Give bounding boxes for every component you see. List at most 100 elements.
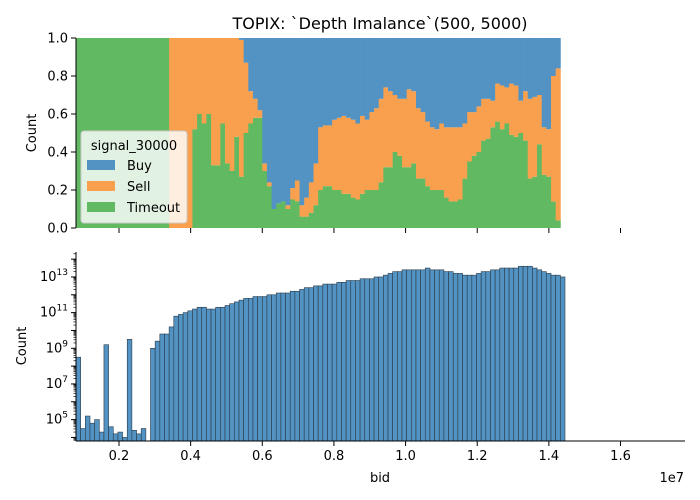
- top-bar-buy: [280, 38, 286, 202]
- bottom-bar: [150, 347, 156, 442]
- top-bar-sell: [360, 115, 366, 194]
- top-bar-sell: [481, 98, 487, 141]
- top-bar-sell: [206, 38, 212, 114]
- legend-label-sell: Sell: [127, 180, 150, 195]
- top-bar-sell: [285, 205, 291, 209]
- top-y-tick-label: 0.2: [47, 184, 68, 199]
- top-bar-timeout: [401, 167, 408, 228]
- top-bar-buy: [383, 38, 389, 88]
- top-bar-buy: [360, 38, 366, 116]
- bottom-bar: [294, 290, 300, 442]
- top-bar-buy: [443, 38, 449, 128]
- top-bar-sell: [341, 115, 347, 194]
- top-bar-buy: [532, 38, 538, 97]
- bottom-bar: [317, 285, 324, 442]
- top-bar-buy: [439, 38, 445, 124]
- bottom-bar: [168, 326, 175, 442]
- bottom-bar: [275, 292, 282, 442]
- top-bar-timeout: [495, 121, 501, 228]
- top-bar-timeout: [355, 199, 361, 228]
- bottom-bar: [457, 273, 463, 442]
- top-bar-timeout: [481, 140, 487, 228]
- bottom-bar: [201, 306, 207, 442]
- top-bar-timeout: [322, 186, 328, 228]
- bottom-bar: [112, 433, 119, 442]
- top-bar-buy: [476, 38, 482, 107]
- top-bar-timeout: [490, 127, 496, 228]
- top-bar-timeout: [243, 133, 249, 228]
- top-bar-buy: [252, 38, 259, 99]
- top-bar-timeout: [537, 144, 543, 228]
- top-bar-buy: [541, 38, 547, 128]
- top-bar-sell: [318, 127, 324, 190]
- top-bar-sell: [322, 125, 328, 187]
- x-offset-label: 1e7: [659, 471, 684, 486]
- top-bar-timeout: [350, 197, 356, 228]
- top-bar-timeout: [434, 190, 440, 228]
- top-bar-timeout: [308, 212, 314, 228]
- top-bar-timeout: [294, 201, 300, 228]
- top-bar-buy: [537, 38, 543, 95]
- bottom-bar: [434, 269, 440, 442]
- bottom-bar: [350, 280, 356, 442]
- top-bar-sell: [411, 91, 417, 164]
- bottom-y-tick-label: 1013: [40, 268, 68, 285]
- top-bar-timeout: [555, 220, 561, 228]
- top-bar-buy: [355, 38, 361, 124]
- bottom-bar: [411, 269, 417, 442]
- bottom-bar: [299, 289, 305, 442]
- top-bar-buy: [509, 38, 515, 84]
- top-bar-buy: [308, 38, 314, 183]
- top-bar-sell: [374, 108, 380, 190]
- bottom-bar: [234, 301, 240, 442]
- top-bar-sell: [523, 91, 529, 141]
- top-bar-timeout: [327, 186, 333, 228]
- bottom-x-axis-label: bid: [370, 471, 390, 486]
- bottom-bar: [289, 290, 296, 442]
- bottom-bar: [466, 274, 473, 442]
- bottom-bar: [327, 283, 333, 442]
- top-bar-buy: [262, 38, 268, 164]
- bottom-bar: [261, 296, 268, 442]
- top-bar-timeout: [280, 201, 286, 228]
- top-bar-timeout: [346, 193, 352, 228]
- top-bar-sell: [229, 38, 235, 171]
- top-bar-timeout: [378, 182, 384, 228]
- top-bar-buy: [397, 38, 403, 99]
- top-bar-timeout: [504, 123, 510, 228]
- top-bar-sell: [504, 87, 510, 124]
- top-bar-timeout: [276, 203, 282, 228]
- bottom-bar: [560, 276, 566, 442]
- bottom-bar: [345, 280, 352, 442]
- bottom-x-tick-label: 1.6: [610, 449, 631, 464]
- bottom-bar: [280, 292, 286, 442]
- top-y-tick-label: 0.8: [47, 70, 68, 85]
- top-bar-buy: [411, 38, 417, 92]
- bottom-log-histogram: 105 107 109 1011 1013 0.2 0.4 0.6 0.8 1.0 1.2 1.4 1.…: [15, 252, 685, 486]
- top-bar-timeout: [425, 186, 431, 228]
- top-bar-timeout: [532, 176, 538, 228]
- top-bar-sell: [546, 129, 552, 177]
- top-bar-sell: [495, 83, 501, 122]
- top-bar-sell: [415, 108, 422, 179]
- bottom-bar: [378, 276, 384, 442]
- top-bar-buy: [336, 38, 342, 118]
- bottom-bar: [406, 269, 412, 442]
- top-bar-sell: [434, 129, 440, 190]
- top-bar-buy: [299, 38, 305, 206]
- bottom-x-tick-label: 0.6: [252, 449, 273, 464]
- bottom-bar: [480, 271, 487, 442]
- top-bar-buy: [392, 38, 398, 95]
- bottom-bar: [401, 269, 407, 442]
- bottom-bar: [504, 267, 510, 442]
- bottom-bar: [122, 437, 128, 442]
- bottom-bar: [192, 308, 198, 442]
- top-bar-buy: [434, 38, 440, 130]
- top-bar-buy: [504, 38, 510, 88]
- top-bar-timeout: [192, 129, 198, 228]
- top-bar-sell: [509, 83, 515, 135]
- bottom-bar: [397, 271, 403, 442]
- top-bar-sell: [248, 91, 254, 124]
- top-bar-buy: [457, 38, 463, 128]
- top-bar-timeout: [457, 199, 463, 228]
